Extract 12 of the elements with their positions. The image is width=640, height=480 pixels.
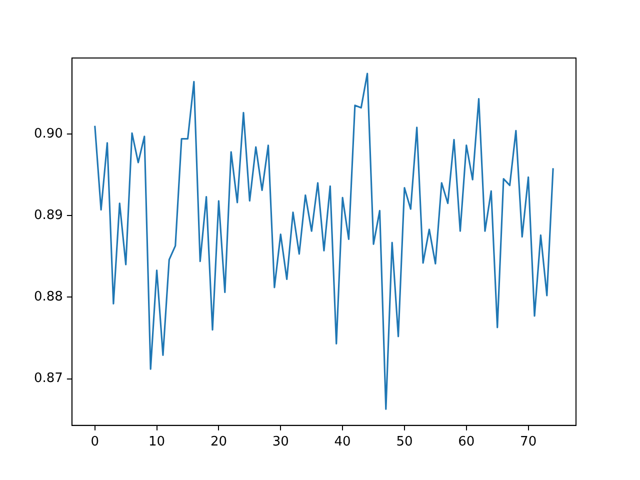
x-tick-label: 40 [334,434,351,450]
y-tick-label: 0.89 [34,208,63,223]
x-tick-label: 70 [520,434,537,450]
x-tick-label: 0 [90,434,99,450]
y-tick-label: 0.87 [34,371,63,386]
x-tick-label: 10 [148,434,166,450]
x-tick-label: 60 [458,434,475,450]
y-tick-label: 0.90 [34,126,63,142]
y-tick-label: 0.88 [34,290,63,305]
x-tick-label: 30 [272,434,289,450]
x-tick-label: 20 [210,434,227,450]
x-tick-label: 50 [396,434,413,450]
